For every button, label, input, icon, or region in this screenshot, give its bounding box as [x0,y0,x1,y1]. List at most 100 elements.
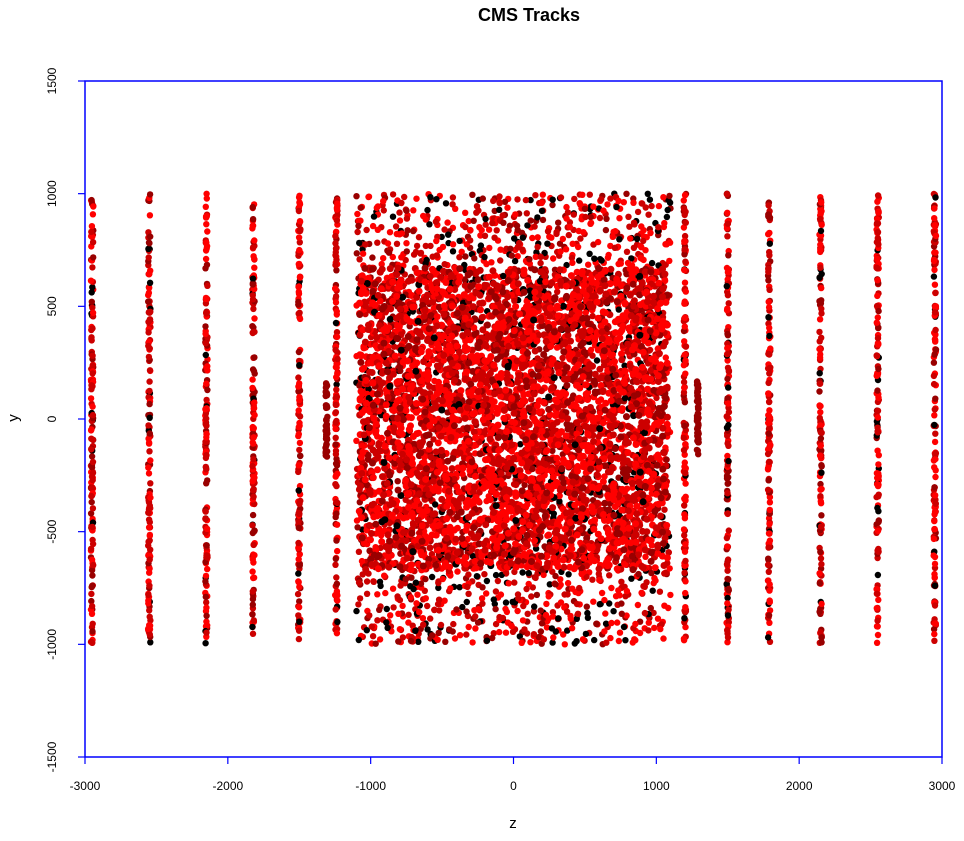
data-point [620,199,627,206]
data-point [661,506,668,513]
data-point [449,194,457,201]
data-point [600,207,607,214]
data-point [539,191,546,198]
data-point [394,593,401,600]
data-point [412,627,419,634]
data-point [469,191,476,198]
data-point [380,198,387,205]
data-point [491,234,498,241]
data-point [422,242,429,250]
data-point [466,336,474,344]
data-point [482,215,489,223]
data-point [577,235,584,242]
data-point [559,235,567,243]
data-point [556,486,564,494]
data-point [568,625,576,632]
data-point [610,288,618,296]
data-point [501,198,509,205]
data-point [534,234,541,241]
data-point [657,625,664,633]
data-point [472,613,479,620]
data-point [602,226,610,234]
data-point [474,619,482,626]
data-point [483,577,491,585]
data-point [450,620,457,628]
data-point [601,406,609,414]
data-point [408,574,415,581]
data-point [543,600,550,608]
data-point [434,363,442,371]
data-point [621,299,629,307]
data-point [606,545,614,552]
data-point [389,585,397,592]
data-point [396,209,403,216]
data-point [538,199,545,207]
data-point [659,293,666,301]
data-point [420,212,427,220]
data-point [523,210,530,217]
data-point [376,268,384,276]
data-point [386,537,393,545]
data-point [477,232,484,239]
data-point [441,226,448,233]
data-point [392,223,400,230]
data-point [544,240,551,247]
data-point [586,250,593,257]
data-point [356,239,363,247]
data-point [618,578,625,585]
data-point [633,235,641,243]
data-point [537,253,544,261]
data-point [370,213,378,220]
data-point [486,496,494,504]
data-points [87,190,940,648]
data-point [454,464,462,472]
data-point [355,601,362,608]
data-point [426,221,433,228]
data-point [376,636,384,643]
data-point [500,442,508,450]
data-point [451,635,459,642]
data-point [430,404,438,412]
data-point [589,352,596,359]
data-point [616,215,623,222]
data-point [576,584,583,592]
data-point [402,576,409,583]
data-point [565,571,572,578]
data-point [383,605,390,613]
data-point [507,245,514,252]
data-point [589,576,596,583]
data-point [410,585,417,593]
data-point [461,375,469,383]
data-point [421,264,429,272]
data-point [632,620,639,628]
data-point [646,346,654,354]
data-point [564,591,571,598]
data-point [617,260,624,267]
data-point [637,242,644,250]
data-point [427,242,434,250]
data-point [389,213,397,220]
data-point [462,209,469,216]
data-point [433,196,440,203]
data-point [561,641,568,648]
data-point [602,290,610,298]
data-point [483,590,490,597]
data-point [559,456,567,464]
data-point [403,207,410,214]
data-point [652,577,659,584]
data-point [549,473,557,481]
data-point [465,590,472,597]
data-point [490,596,497,603]
data-point [412,367,420,375]
data-point [615,197,622,205]
data-point [553,229,560,236]
data-point [580,463,588,471]
data-point [611,244,619,251]
data-point [586,191,593,198]
data-point [413,269,421,277]
data-point [530,631,538,638]
data-point [435,629,442,637]
data-point [666,199,674,206]
data-point [566,223,573,231]
data-point [521,481,528,489]
